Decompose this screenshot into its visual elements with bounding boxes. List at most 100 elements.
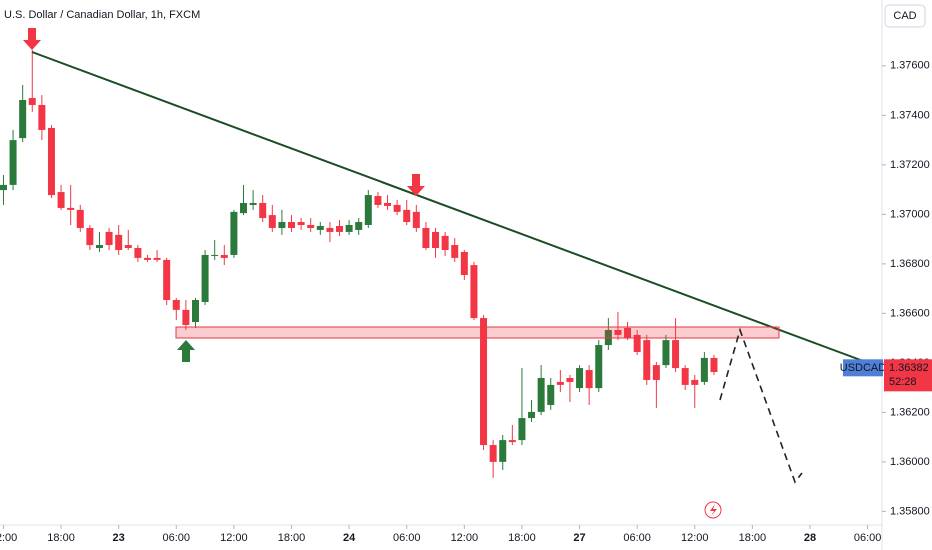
y-tick-label: 1.35800 [890,505,930,517]
y-tick-label: 1.37200 [890,159,930,171]
trend-line [31,51,883,369]
candle-body [710,357,718,373]
candle-body [384,202,392,206]
candle-body [432,231,440,249]
candle-body [239,202,247,214]
candle-body [566,377,574,382]
candle-body [528,411,536,419]
candle-body [470,265,478,319]
candle-body [672,340,680,369]
candle-body [624,327,632,339]
candle-body [643,340,651,380]
candle-body [259,202,267,219]
candle-body [211,254,219,256]
candle-body [220,254,228,258]
event-bolt [710,504,717,516]
x-tick-label: 06:00 [393,532,421,544]
x-tick-label: 06:00 [854,532,882,544]
candle-body [355,222,363,230]
x-tick-label: 18:00 [278,532,306,544]
x-tick-label: 12:00 [681,532,709,544]
x-tick-label: 18:00 [47,532,75,544]
candle-body [403,209,411,223]
support-zone [175,326,780,339]
candle-body [307,225,315,228]
price-tag: USDCAD 1.36382 52:28 [840,359,932,392]
candle-body [191,300,199,323]
candle-body [230,211,238,255]
candle-body [115,234,123,250]
candle-body [153,257,161,260]
candle-body [67,207,75,210]
x-tick-label: 06:00 [163,532,191,544]
x-tick-label: 24 [343,532,356,544]
candle-body [691,379,699,385]
currency-button[interactable] [884,4,926,28]
candle-body [508,440,516,443]
candle-body [547,384,555,405]
candle-body [76,209,84,228]
symbol-badge [843,359,883,377]
candle-body [345,225,353,232]
candle-body [393,204,401,212]
candle-body [585,370,593,389]
candle-body [9,140,17,185]
candle-body [297,222,305,225]
candle-body [614,329,622,335]
y-tick-label: 1.37000 [890,208,930,220]
candle-body [95,245,103,249]
candle-body [499,440,507,462]
candle-body [143,257,151,260]
y-tick-label: 1.37600 [890,60,930,72]
x-tick-label: 18:00 [508,532,536,544]
candle-body [316,225,324,230]
candles [0,50,718,478]
candle-body [124,245,132,249]
y-tick-label: 1.36600 [890,307,930,319]
y-tick-label: 1.36200 [890,406,930,418]
candle-body [249,202,257,205]
candle-body [201,254,209,302]
x-tick-label: 12:00 [451,532,479,544]
candle-body [422,227,430,249]
x-tick-label: 28 [804,532,816,544]
x-tick-label: 18:00 [739,532,767,544]
candle-body [134,248,142,258]
down-arrow [407,174,425,196]
candle-body [326,227,334,232]
symbol-label: USDCAD [840,362,887,374]
candle-body [480,318,488,446]
candle-body [681,368,689,385]
candle-body [0,184,7,191]
countdown: 52:28 [889,376,917,388]
candle-body [278,222,286,228]
x-tick-label: 12:00 [0,532,17,544]
candle-body [38,104,46,130]
candle-body [662,340,670,366]
candle-body [633,334,641,352]
candle-body [57,192,65,208]
candle-body [364,195,372,225]
candle-body [460,251,468,275]
candle-body [336,225,344,232]
candle-body [489,445,497,462]
x-tick-label: 06:00 [623,532,651,544]
candle-body [595,345,603,389]
candle-body [700,357,708,382]
candle-body [451,245,459,258]
candle-body [374,196,382,205]
candle-body [268,215,276,228]
candle-body [172,300,180,310]
candle-body [518,418,526,441]
up-arrow [177,340,195,362]
price-box [884,359,932,392]
candle-body [182,309,190,325]
candle-body [19,100,27,139]
candle-body [441,235,449,250]
y-tick-label: 1.36000 [890,456,930,468]
candle-body [537,377,545,412]
down-arrow [23,28,41,50]
candle-body [576,368,584,389]
candle-body [28,98,36,105]
